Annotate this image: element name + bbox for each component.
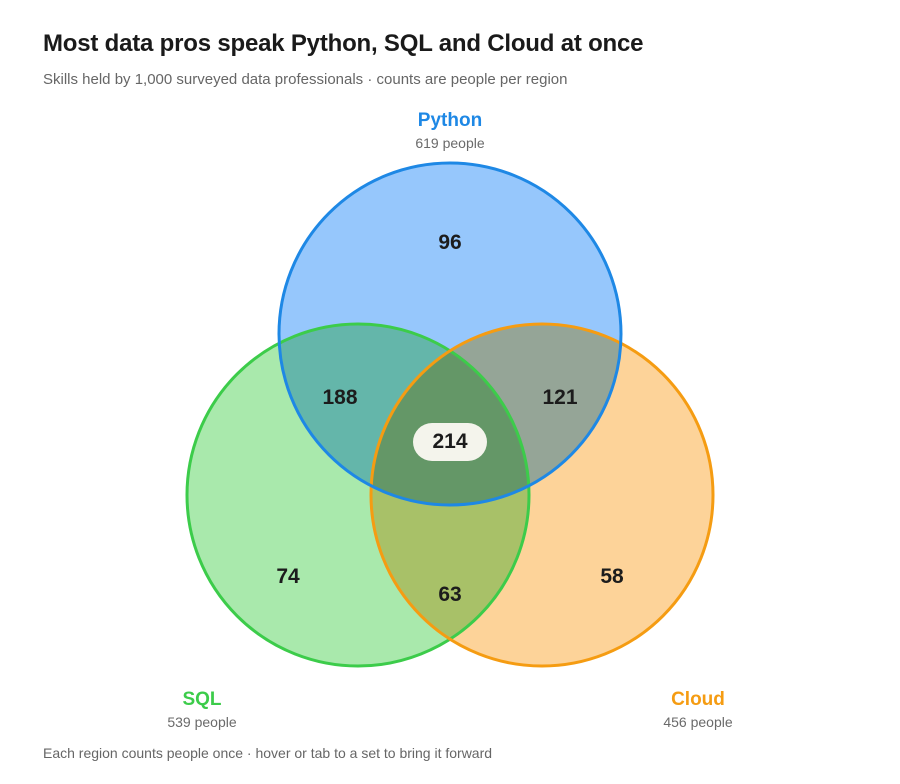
python-set-count: 619 people (415, 135, 485, 151)
cloud-set-fill[interactable] (371, 324, 713, 666)
cloud-set-name: Cloud (671, 689, 725, 710)
region-python-cloud: 121 (542, 386, 577, 409)
python-set-name: Python (418, 110, 482, 131)
region-sql-cloud: 63 (438, 583, 461, 606)
region-all-three: 214 (432, 430, 467, 453)
center-badge (413, 423, 487, 461)
footer-note: Each region counts people once · hover o… (43, 745, 493, 761)
region-sql-only: 74 (276, 565, 300, 588)
cloud-set-outline (369, 322, 715, 668)
chart-title: Most data pros speak Python, SQL and Clo… (43, 30, 644, 57)
chart-subtitle: Skills held by 1,000 surveyed data profe… (43, 71, 568, 88)
sql-set-name: SQL (182, 689, 221, 710)
sql-set-count: 539 people (167, 714, 237, 730)
region-python-only: 96 (438, 231, 461, 254)
python-set-outline (277, 161, 623, 507)
region-cloud-only: 58 (600, 565, 624, 588)
region-python-sql: 188 (322, 386, 357, 409)
sql-set-outline (185, 322, 531, 668)
cloud-set-count: 456 people (663, 714, 733, 730)
